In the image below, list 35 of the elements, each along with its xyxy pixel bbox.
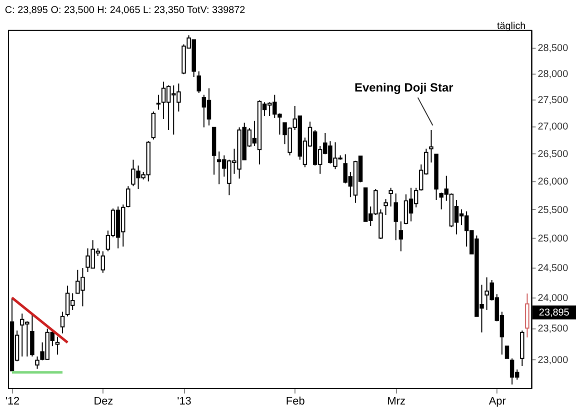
text: 23,895 xyxy=(538,307,570,318)
y-tick-label: 25,500 xyxy=(538,204,569,216)
y-tick-label: 25,000 xyxy=(538,234,569,245)
candlestick xyxy=(429,130,434,163)
candlestick xyxy=(60,311,65,334)
y-tick-label: 27,000 xyxy=(538,122,569,133)
chart-title: C: 23,895 O: 23,500 H: 24,065 L: 23,350 TotV: 339872 xyxy=(4,5,246,16)
y-tick-label: 24,500 xyxy=(538,262,569,274)
candlestick xyxy=(398,220,404,252)
candlestick xyxy=(196,70,202,94)
y-tick-label: 23,500 xyxy=(538,324,569,335)
candlestick xyxy=(30,314,34,357)
candlestick xyxy=(156,94,161,110)
y-tick-label: 23,000 xyxy=(538,354,569,366)
candlestick xyxy=(35,356,40,370)
y-tick-label: 24,000 xyxy=(538,292,569,304)
x-tick-label: '12 xyxy=(5,395,20,408)
y-tick-label: 26,000 xyxy=(538,176,569,188)
y-tick-label: 27,500 xyxy=(538,95,569,106)
candlestick xyxy=(126,186,130,208)
candlestick xyxy=(384,198,388,216)
x-tick-label: Feb xyxy=(286,395,305,408)
y-tick-label: 26,500 xyxy=(538,148,569,160)
x-tick-label: Dez xyxy=(94,395,114,408)
candlestick xyxy=(394,192,398,241)
y-tick-label: 28,500 xyxy=(538,43,569,54)
candlestick xyxy=(100,250,106,274)
candlestick xyxy=(388,187,393,207)
annotation: täglich xyxy=(496,20,526,32)
x-tick-label: '13 xyxy=(177,395,192,408)
candlestick xyxy=(504,346,510,359)
x-tick-label: Apr xyxy=(488,395,506,408)
x-tick-label: Mrz xyxy=(387,395,406,408)
y-tick-label: 28,000 xyxy=(538,68,569,80)
annotation: Evening Doji Star xyxy=(354,80,454,95)
